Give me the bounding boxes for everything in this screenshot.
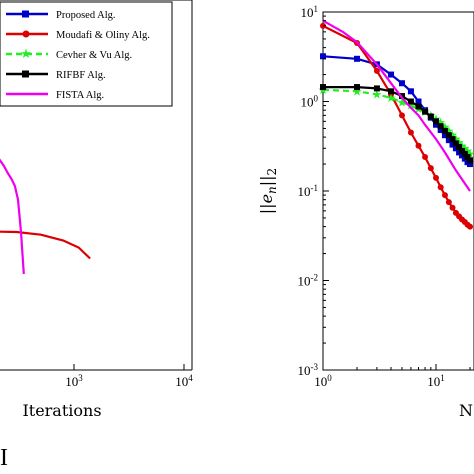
- right-series-marker: ★: [454, 135, 465, 149]
- right-series-marker: [437, 123, 444, 130]
- right-series-marker: ★: [465, 147, 474, 161]
- right-series-marker: [449, 141, 456, 148]
- legend-entry-label: FISTA Alg.: [56, 90, 104, 101]
- right-series-line: [322, 55, 471, 165]
- legend-marker: [22, 30, 30, 38]
- right-series-marker: ★: [440, 120, 451, 134]
- legend-marker: [22, 10, 29, 18]
- right-series-marker: ★: [447, 128, 458, 142]
- panel-label: I: [0, 445, 8, 471]
- right-series-marker: [407, 98, 414, 105]
- right-series-marker: ★: [443, 124, 454, 138]
- right-series-marker: [467, 161, 474, 168]
- right-series-marker: [398, 80, 405, 87]
- right-series-marker: ★: [386, 91, 397, 105]
- right-series-marker: [441, 192, 448, 199]
- right-series-marker: [441, 127, 448, 134]
- legend-marker: [22, 70, 29, 78]
- legend-entry-label: RIFBF Alg.: [56, 70, 106, 81]
- right-y-tick-label: 101: [301, 4, 319, 20]
- right-y-tick-label: 10-3: [298, 362, 319, 378]
- right-series-marker: [445, 199, 452, 206]
- right-series-marker: [433, 121, 439, 128]
- right-x-tick-label: 100: [314, 373, 332, 389]
- right-series-marker: [449, 136, 456, 143]
- right-series-marker: ★: [406, 99, 417, 113]
- right-chart: ★★★★★★★★★★★★★★★★★★★★ 10-310-210-1100101 …: [257, 4, 474, 420]
- right-series-marker: [398, 112, 405, 119]
- right-series-marker: [373, 85, 380, 92]
- right-series-marker: [407, 88, 414, 95]
- legend: Proposed Alg. Moudafi & Oliny Alg. ★ Cevher…: [0, 1, 173, 107]
- right-series-marker: [464, 153, 471, 160]
- right-series-marker: [437, 184, 444, 191]
- right-series-marker: [422, 153, 429, 160]
- right-plot-frame: [322, 11, 474, 371]
- right-series-marker: [445, 137, 452, 144]
- right-series-marker: [373, 67, 380, 74]
- right-series-marker: [467, 157, 474, 164]
- right-y-axis-label: ||en||2: [257, 168, 279, 214]
- right-series-marker: [433, 174, 439, 181]
- right-series-marker: [427, 165, 434, 172]
- right-series-marker: [354, 84, 361, 91]
- right-series-marker: [388, 71, 395, 78]
- right-series-marker: [320, 53, 326, 60]
- legend-entry-label: Moudafi & Oliny Alg.: [56, 30, 150, 41]
- right-series-marker: [449, 204, 456, 211]
- right-y-tick-label: 10-2: [298, 273, 319, 289]
- right-series-marker: ★: [435, 116, 446, 130]
- legend-entry-label: Proposed Alg.: [56, 10, 116, 21]
- right-series-marker: [461, 150, 468, 157]
- right-x-axis-label: N: [459, 401, 473, 420]
- right-series-marker: ★: [352, 84, 363, 98]
- right-series-marker: [437, 127, 444, 134]
- right-x-tick-label: 101: [427, 373, 445, 389]
- left-series-line: [0, 230, 91, 260]
- right-series-marker: ★: [397, 95, 408, 109]
- right-series-marker: [320, 84, 326, 91]
- legend-marker: ★: [20, 47, 32, 62]
- right-series-marker: [456, 144, 463, 151]
- left-x-tick-label: 104: [175, 373, 193, 389]
- right-series-marker: ★: [451, 132, 462, 146]
- right-series-marker: [415, 103, 422, 110]
- right-series-marker: [445, 132, 452, 139]
- right-series-marker: [433, 118, 439, 125]
- right-series-line: [322, 19, 471, 192]
- right-series-marker: [452, 140, 459, 147]
- right-series-marker: [467, 223, 474, 230]
- left-x-tick-label: 103: [65, 373, 83, 389]
- right-series-marker: [422, 108, 429, 115]
- right-series-marker: [415, 142, 422, 149]
- legend-entry-label: Cevher & Vu Alg.: [56, 50, 132, 61]
- right-series-marker: [415, 98, 422, 105]
- left-chart: 103 104 Iterations I Proposed Alg. Moudafi…: [0, 0, 193, 471]
- right-series-marker: [407, 129, 414, 136]
- right-series-marker: ★: [372, 87, 383, 101]
- right-series-marker: [354, 55, 361, 62]
- left-series-line: [0, 158, 25, 275]
- right-series-marker: [441, 132, 448, 139]
- left-x-axis-label: Iterations: [22, 401, 101, 420]
- right-y-tick-label: 100: [301, 94, 319, 110]
- right-series-marker: [452, 145, 459, 152]
- right-y-tick-label: 10-1: [298, 183, 319, 199]
- right-series-marker: [427, 113, 434, 120]
- right-series-marker: [388, 88, 395, 95]
